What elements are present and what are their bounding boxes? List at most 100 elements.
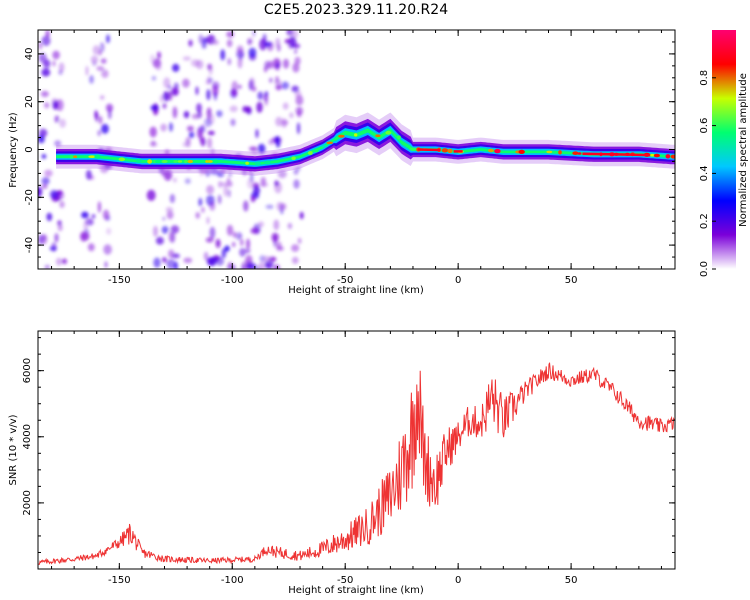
spectrogram-noise-speck [243,200,249,212]
spectrogram-noise-speck [282,102,289,110]
spectrogram-peak [397,135,401,140]
spectrogram-noise-speck [90,55,99,64]
spectrogram-noise-speck [251,264,260,269]
spectrogram-noise-speck [255,128,259,139]
spectrogram-noise-speck [97,130,101,137]
spectrogram-noise-speck [163,77,171,89]
spectrogram-noise-speck [262,255,271,263]
spectrogram-noise-speck [274,180,279,187]
spectrogram-noise-speck [172,63,180,72]
spectrogram-peak [173,160,178,163]
spectrogram-noise-speck [196,127,203,139]
spectrogram-noise-speck [101,69,109,78]
spectrogram-noise-speck [61,258,67,264]
spectrogram-noise-speck [168,231,174,243]
spectrogram-noise-speck [100,58,107,64]
spectrogram-noise-speck [94,110,98,119]
snr-panel: -150 -100 -50 0 50 2000 4000 6000 Height of st… [8,330,676,596]
spectrogram-noise-speck [249,77,255,90]
spectrogram-noise-speck [41,177,50,185]
spectrogram-noise-speck [260,176,266,187]
x-tick-label: 0 [455,275,461,286]
spectrogram-core [417,148,441,152]
spectrogram-noise-speck [188,39,193,47]
snr-x-label: Height of straight line (km) [288,585,424,596]
spectrogram-noise-speck [275,37,281,48]
spectrogram-noise-speck [258,221,264,228]
spectrogram-noise-speck [97,201,101,213]
spectrogram-noise-speck [207,137,213,149]
spectrogram-noise-speck [212,39,219,45]
spectrogram-noise-speck [250,195,256,203]
spectrogram-peak [518,149,525,154]
spectrogram-noise-speck [168,122,174,132]
spectrogram-noise-speck [239,247,246,257]
spectrogram-noise-speck [163,259,167,264]
spectrogram-noise-speck [101,123,109,134]
x-tick-label: -150 [108,275,131,286]
spectrogram-noise-speck [38,41,43,50]
spectrogram-peak [161,160,168,163]
spectrogram-noise-speck [206,89,211,101]
spectrogram-noise-speck [162,216,166,221]
spectrogram-noise-speck [195,212,200,219]
x-tick-label: 0 [455,575,461,586]
spectrogram-ridge-band [56,125,675,167]
spectrogram-noise-speck [98,115,103,125]
spectrogram-noise-speck [249,146,258,152]
spectrogram-noise-speck [186,125,194,132]
colorbar-tick-label: 0.2 [699,213,710,229]
spectrogram-noise-speck [208,63,213,76]
spectrogram-noise-speck [264,261,270,269]
spectrogram-noise-speck [99,95,105,100]
spectrogram-peak [326,141,334,145]
spectrogram-noise-speck [153,257,161,268]
x-tick-label: 50 [565,275,578,286]
spectrogram-noise-speck [227,189,231,198]
spectrogram-noise-speck [166,210,174,220]
spectrogram-noise-speck [96,66,105,71]
spectrogram-peak [313,149,319,153]
spectrogram-noise-speck [229,105,238,113]
spectrogram-peak [447,148,453,154]
spectrogram-noise-speck [293,168,299,175]
spectrogram-noise-speck [271,232,279,242]
spectrogram-noise-speck [211,81,220,90]
x-tick-label: -100 [221,575,244,586]
spectrogram-y-label: Frequency (Hz) [8,112,19,188]
spectrogram-noise-speck [246,238,251,250]
spectrogram-noise-speck [38,135,45,144]
spectrogram-noise-speck [295,94,304,106]
spectrogram-noise-speck [279,203,287,211]
spectrogram-noise-speck [103,244,112,255]
spectrogram-noise-speck [203,251,209,261]
spectrogram-noise-speck [105,103,114,112]
spectrogram-peak [118,157,126,162]
spectrogram-noise-speck [54,115,60,123]
spectrogram-noise-speck [297,237,302,244]
spectrogram-noise-speck [83,220,89,232]
spectrogram-noise-speck [41,154,47,159]
spectrogram-noise-speck [55,257,62,266]
spectrogram-noise-speck [102,209,110,220]
spectrogram-noise-speck [231,80,238,93]
spectrogram-noise-speck [227,261,233,269]
y-tick-label: -20 [24,189,35,205]
snr-y-label: SNR (10 * v/v) [8,414,19,485]
spectrogram-noise-speck [107,108,112,120]
spectrogram-peak [488,148,494,153]
spectrogram-peak [69,154,74,159]
spectrogram-noise-speck [160,123,167,132]
spectrogram-peak [264,160,272,165]
spectrogram-noise-speck [264,41,272,48]
spectrogram-noise-speck [213,91,217,101]
spectrogram-noise-speck [41,184,48,189]
spectrogram-peak [321,144,328,148]
spectrogram-noise-speck [205,237,214,243]
spectrogram-noise-speck [242,105,248,113]
spectrogram-noise-speck [46,212,53,222]
spectrogram-noise-speck [287,222,293,230]
x-tick-label: -100 [221,275,244,286]
spectrogram-peak [291,156,296,160]
spectrogram-noise-speck [188,131,195,139]
